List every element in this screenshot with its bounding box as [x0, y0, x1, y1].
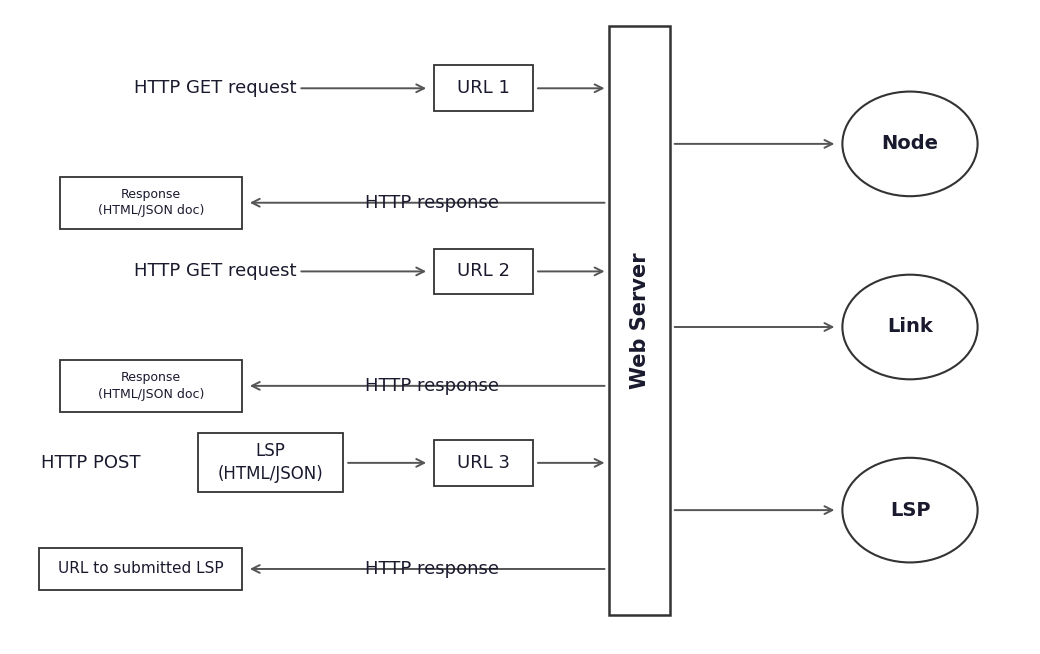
Ellipse shape [842, 92, 978, 196]
FancyBboxPatch shape [60, 177, 241, 229]
FancyBboxPatch shape [60, 360, 241, 412]
Text: HTTP response: HTTP response [365, 194, 498, 212]
Text: HTTP GET request: HTTP GET request [134, 79, 296, 97]
Text: HTTP response: HTTP response [365, 377, 498, 395]
Text: URL to submitted LSP: URL to submitted LSP [57, 562, 224, 576]
Text: Link: Link [887, 317, 933, 337]
Text: Response
(HTML/JSON doc): Response (HTML/JSON doc) [98, 371, 204, 401]
FancyBboxPatch shape [198, 434, 343, 492]
FancyBboxPatch shape [435, 249, 534, 294]
FancyBboxPatch shape [40, 548, 241, 590]
Text: HTTP POST: HTTP POST [41, 454, 140, 472]
Text: Response
(HTML/JSON doc): Response (HTML/JSON doc) [98, 188, 204, 218]
Text: LSP: LSP [890, 500, 930, 520]
Text: HTTP GET request: HTTP GET request [134, 262, 296, 281]
FancyBboxPatch shape [609, 26, 670, 615]
Text: HTTP response: HTTP response [365, 560, 498, 578]
FancyBboxPatch shape [435, 440, 534, 486]
Text: URL 1: URL 1 [458, 79, 510, 97]
Ellipse shape [842, 458, 978, 562]
Text: URL 2: URL 2 [458, 262, 510, 281]
FancyBboxPatch shape [435, 65, 534, 111]
Text: Node: Node [882, 134, 938, 154]
Ellipse shape [842, 275, 978, 379]
Text: LSP
(HTML/JSON): LSP (HTML/JSON) [217, 442, 323, 483]
Text: URL 3: URL 3 [458, 454, 510, 472]
Text: Web Server: Web Server [629, 252, 650, 388]
